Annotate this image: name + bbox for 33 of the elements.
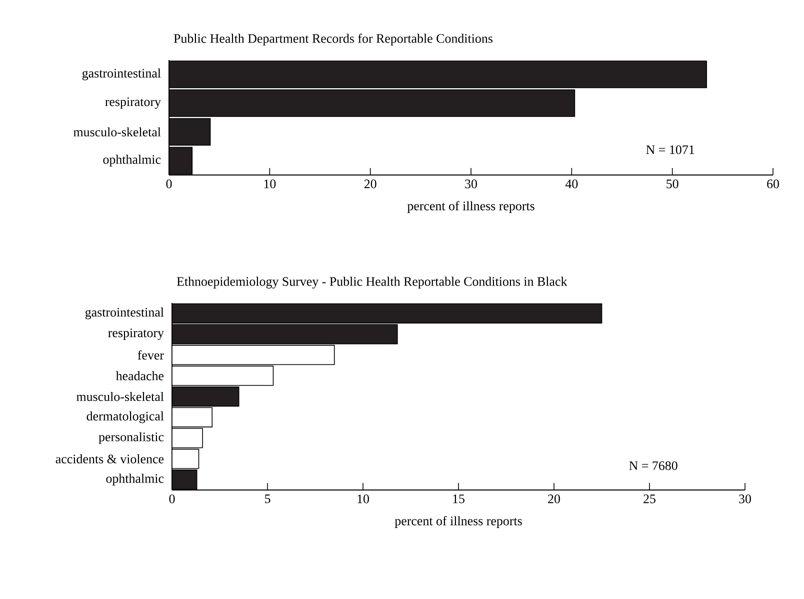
x-tick-label: 20	[548, 494, 560, 504]
y-tick-label: gastrointestinal	[82, 68, 161, 80]
y-tick-label: headache	[116, 371, 164, 380]
x-axis-title: percent of illness reports	[407, 201, 534, 213]
x-tick-label: 50	[666, 180, 678, 188]
x-tick-label: 0	[166, 180, 172, 188]
x-tick-label: 25	[644, 494, 656, 504]
y-tick-label: personalistic	[98, 432, 164, 444]
x-tick-label: 30	[739, 494, 751, 504]
chart-title: Ethnoepidemiology Survey - Public Health Reportable Conditions in Black	[176, 276, 568, 289]
y-tick-label: respiratory	[108, 328, 164, 340]
x-axis-title: percent of illness reports	[394, 516, 522, 528]
x-tick-label: 60	[767, 180, 779, 188]
y-tick-label: musculo-skeletal	[74, 127, 161, 136]
chart-title: Public Health Department Records for Reportable Conditions	[174, 34, 492, 46]
x-tick-label: 40	[565, 180, 578, 188]
y-tick-label: gastrointestinal	[85, 308, 164, 320]
x-tick-label: 10	[264, 180, 276, 188]
y-tick-label: accidents & violence	[56, 454, 164, 464]
x-tick-label: 5	[265, 494, 270, 504]
y-tick-label: ophthalmic	[106, 474, 164, 486]
y-tick-label: respiratory	[105, 97, 161, 109]
annotation: N = 1071	[646, 145, 694, 154]
x-tick-label: 15	[453, 494, 464, 504]
y-tick-label: fever	[138, 350, 164, 360]
y-tick-label: ophthalmic	[103, 154, 161, 166]
annotation: N = 7680	[629, 461, 678, 470]
y-tick-label: musculo-skeletal	[76, 392, 164, 402]
x-tick-label: 0	[169, 494, 175, 504]
x-tick-label: 30	[465, 180, 477, 188]
x-tick-label: 10	[358, 494, 369, 504]
x-tick-label: 20	[364, 180, 376, 188]
y-tick-label: dermatological	[86, 411, 164, 424]
